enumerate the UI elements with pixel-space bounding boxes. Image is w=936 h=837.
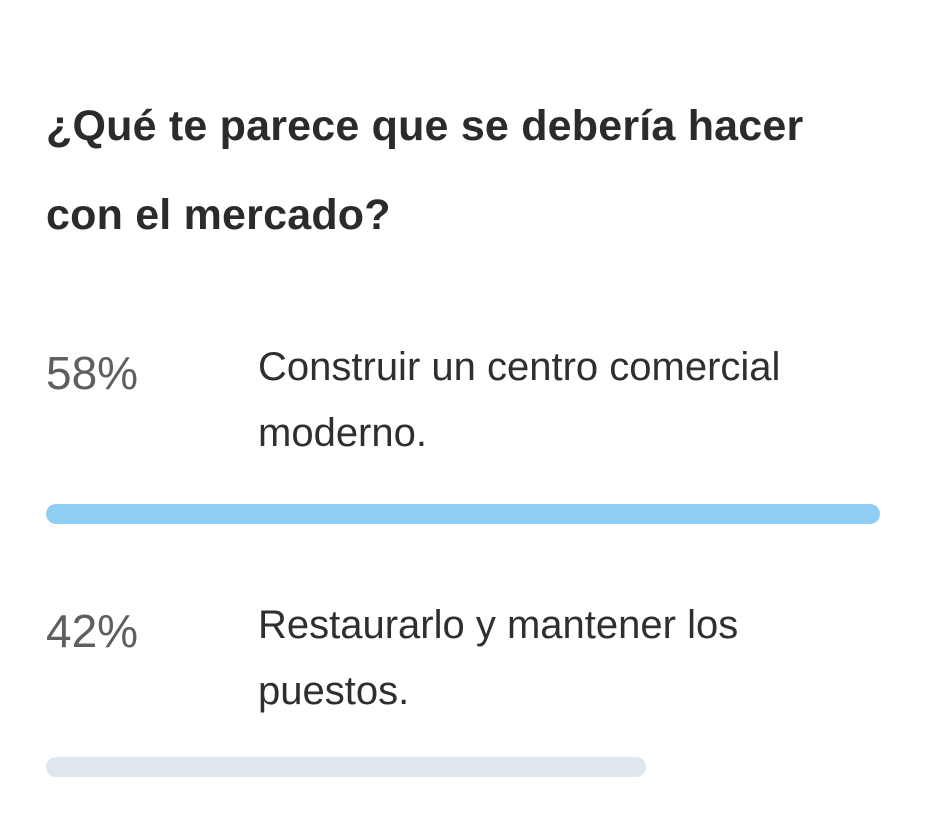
poll-option-label: Restaurarlo y mantener los puestos. [258, 603, 739, 713]
poll-option-label: Construir un centro comercial moderno. [258, 345, 781, 455]
poll-option-bar-fill [46, 757, 646, 777]
poll-option-bar-fill [46, 504, 880, 524]
poll-option-percent: 42% [46, 605, 139, 657]
poll-option-percent: 58% [46, 347, 139, 399]
poll-option-bar [46, 504, 880, 524]
poll-question: ¿Qué te parece que se debería hacer con … [46, 102, 804, 239]
poll-option-bar [46, 757, 880, 777]
